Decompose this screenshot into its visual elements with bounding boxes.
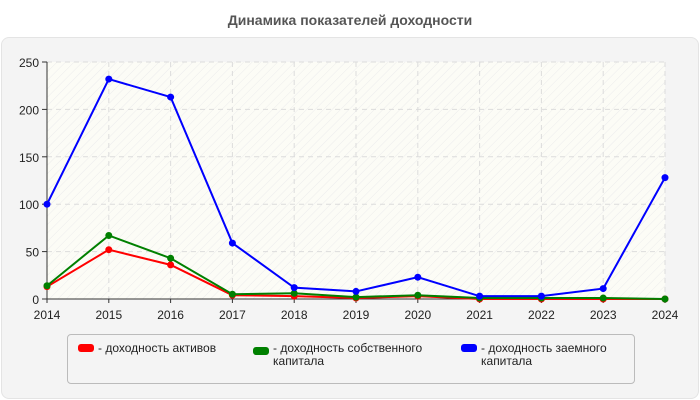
legend-item-equity: - доходность собственного капитала <box>253 342 433 368</box>
data-point <box>599 294 607 302</box>
data-point <box>414 273 422 281</box>
data-point <box>537 292 545 300</box>
data-point <box>414 291 422 299</box>
x-tick-label: 2017 <box>219 308 246 322</box>
data-point <box>352 293 360 301</box>
y-tick-label: 250 <box>19 56 39 70</box>
data-point <box>661 295 669 303</box>
data-point <box>352 287 360 295</box>
x-tick-label: 2018 <box>281 308 308 322</box>
data-point <box>105 231 113 239</box>
legend-swatch-green <box>253 347 269 355</box>
data-point <box>228 239 236 247</box>
grid-lines <box>47 61 666 299</box>
data-point <box>661 174 669 182</box>
legend-swatch-red <box>78 344 94 352</box>
legend-label: - доходность собственного капитала <box>273 341 423 368</box>
legend-label: - доходность активов <box>98 341 217 355</box>
x-tick-label: 2019 <box>343 308 370 322</box>
x-tick-label: 2021 <box>466 308 493 322</box>
x-tick-label: 2015 <box>95 308 122 322</box>
data-point <box>167 254 175 262</box>
x-tick-label: 2024 <box>652 308 679 322</box>
series-lines <box>43 75 669 303</box>
legend-item-debt: - доходность заемного капитала <box>461 342 626 368</box>
y-tick-label: 150 <box>19 151 39 165</box>
y-tick-label: 0 <box>32 293 39 307</box>
data-point <box>105 75 113 83</box>
x-tick-label: 2016 <box>157 308 184 322</box>
data-point <box>167 93 175 101</box>
data-point <box>290 289 298 297</box>
legend: - доходность активов - доходность собств… <box>67 334 635 384</box>
data-point <box>105 246 113 254</box>
data-point <box>290 284 298 292</box>
data-point <box>43 200 51 208</box>
data-point <box>599 285 607 293</box>
x-tick-label: 2022 <box>528 308 555 322</box>
y-tick-label: 100 <box>19 198 39 212</box>
data-point <box>43 282 51 290</box>
x-tick-label: 2020 <box>404 308 431 322</box>
legend-swatch-blue <box>461 344 477 352</box>
data-point <box>167 261 175 269</box>
y-tick-label: 200 <box>19 103 39 117</box>
data-point <box>228 290 236 298</box>
x-tick-label: 2023 <box>590 308 617 322</box>
legend-item-assets: - доходность активов <box>78 342 216 355</box>
chart-title: Динамика показателей доходности <box>227 12 473 28</box>
x-tick-label: 2014 <box>34 308 61 322</box>
data-point <box>476 292 484 300</box>
axes: 0 50 100 150 200 250 2014 2015 2016 2017 2018 2019 2… <box>19 56 679 322</box>
legend-label: - доходность заемного капитала <box>481 341 607 368</box>
y-tick-label: 50 <box>26 246 40 260</box>
